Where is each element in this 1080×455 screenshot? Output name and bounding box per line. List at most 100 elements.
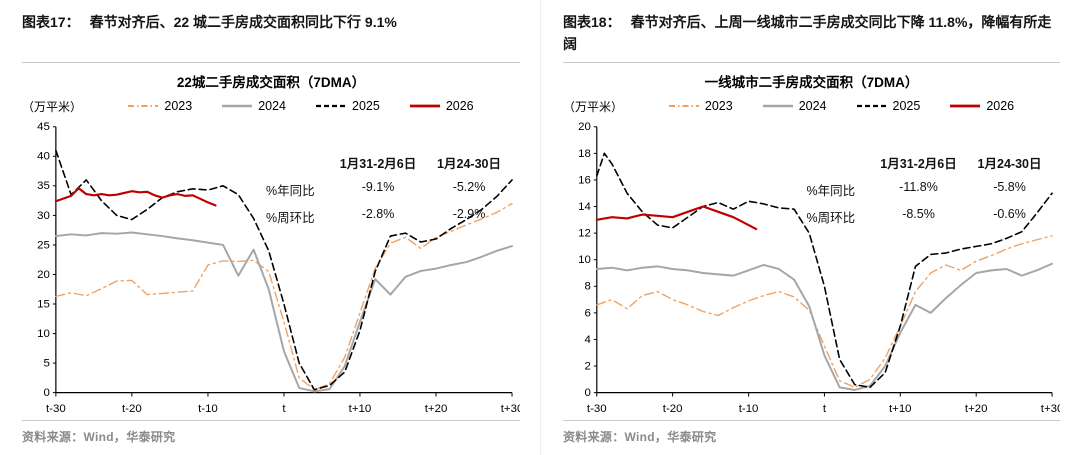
x-axis-tick-label: t+10 xyxy=(889,403,912,415)
figure-18-caption-text: 春节对齐后、上周一线城市二手房成交同比下降 11.8%，降幅有所走阔 xyxy=(563,14,1052,52)
chart-title: 一线城市二手房成交面积（7DMA） xyxy=(704,75,919,90)
chart-legend: 2023 2024 2025 2026 xyxy=(82,99,520,113)
annotation-date-col-2: 1月24-30日 xyxy=(437,157,501,172)
legend-line-sample xyxy=(409,104,440,108)
annotation-date-col-1: 1月31-2月6日 xyxy=(339,157,417,172)
figure-17-number: 图表17： xyxy=(22,14,80,30)
legend-item-2026: 2026 xyxy=(950,99,1014,113)
x-axis-tick-label: t-10 xyxy=(198,403,218,415)
legend-line-sample xyxy=(950,104,981,108)
legend-item-2026: 2026 xyxy=(409,99,474,113)
legend-item-2023: 2023 xyxy=(128,99,192,113)
source-divider xyxy=(563,420,1060,421)
source-note: 资料来源：Wind，华泰研究 xyxy=(563,430,717,444)
chart-plot-area: 0 5 10 15 20 25 30 35 40 45 t-30 t-20 t-10 t t+10 t+20 t… xyxy=(22,117,520,420)
y-axis-tick-label: 15 xyxy=(37,298,50,310)
legend-label: 2026 xyxy=(445,99,474,113)
legend-label: 2024 xyxy=(258,99,286,113)
legend-item-2025: 2025 xyxy=(856,99,921,113)
caption-divider xyxy=(22,62,520,63)
y-axis-tick-label: 4 xyxy=(584,334,590,346)
annotation-value: -8.5% xyxy=(902,207,935,222)
annotation-value: -5.2% xyxy=(452,180,486,195)
y-axis-tick-label: 16 xyxy=(578,174,591,186)
annotation-value: -5.8% xyxy=(993,180,1026,195)
annotation-spacer xyxy=(266,153,330,172)
figure-17-caption: 图表17： 春节对齐后、22 城二手房成交面积同比下行 9.1% xyxy=(22,12,520,60)
series-2024-line xyxy=(54,231,514,393)
y-axis-tick-label: 6 xyxy=(584,307,590,319)
legend-item-2024: 2024 xyxy=(762,99,827,113)
caption-divider xyxy=(563,62,1060,63)
legend-line-sample xyxy=(762,104,793,108)
annotation-value: -9.1% xyxy=(361,180,395,195)
x-axis-tick-label: t+30 xyxy=(501,403,520,415)
series-2023-line xyxy=(55,202,513,391)
annotation-row-label: %年同比 xyxy=(806,184,856,199)
source-divider xyxy=(22,420,520,421)
legend-line-sample xyxy=(128,105,159,107)
series-2026-line xyxy=(595,205,758,231)
x-axis-tick-label: t-20 xyxy=(122,403,142,415)
x-axis-tick-label: t xyxy=(823,403,827,415)
series-2026-line xyxy=(54,187,217,207)
annotation-row-label: %周环比 xyxy=(806,211,856,226)
y-axis-tick-label: 0 xyxy=(584,387,590,399)
series-2025-line xyxy=(55,149,513,391)
annotation-value: -2.9% xyxy=(452,207,486,222)
legend-label: 2025 xyxy=(892,99,921,113)
y-axis-unit-label: （万平米） xyxy=(563,99,624,114)
chart-annotation: 1月31-2月6日 1月24-30日 %年同比 -9.1% -5.2% %周环比… xyxy=(266,153,512,226)
figure-17-panel: 图表17： 春节对齐后、22 城二手房成交面积同比下行 9.1% 22城二手房成交… xyxy=(22,12,520,455)
legend-item-2024: 2024 xyxy=(222,99,286,113)
legend-line-sample xyxy=(668,105,699,107)
y-axis-tick-label: 14 xyxy=(578,201,591,213)
y-axis-tick-label: 20 xyxy=(37,269,50,281)
annotation-value: -2.8% xyxy=(361,207,395,222)
y-axis-tick-label: 0 xyxy=(44,387,50,399)
x-axis-tick-label: t-10 xyxy=(739,403,759,415)
legend-label: 2026 xyxy=(986,99,1015,113)
series-2024-line xyxy=(595,262,1054,391)
legend-line-sample xyxy=(316,104,346,108)
y-axis-tick-label: 20 xyxy=(578,121,591,133)
annotation-date-col-2: 1月24-30日 xyxy=(977,157,1042,172)
y-axis-tick-label: 10 xyxy=(37,328,50,340)
x-axis-tick-label: t+20 xyxy=(965,403,988,415)
y-axis-tick-label: 12 xyxy=(578,228,591,240)
x-axis-tick-label: t-30 xyxy=(587,403,607,415)
y-axis-tick-label: 10 xyxy=(578,254,591,266)
annotation-date-col-1: 1月31-2月6日 xyxy=(880,157,957,172)
line-chart-canvas: 0 5 10 15 20 25 30 35 40 45 t-30 t-20 t-10 t t+10 t+20 t… xyxy=(22,117,520,420)
figure-footer: 资料来源：Wind，华泰研究 xyxy=(22,420,520,455)
y-axis-tick-label: 2 xyxy=(584,361,590,373)
x-axis-tick-label: t-20 xyxy=(663,403,683,415)
y-axis-tick-label: 45 xyxy=(37,121,50,133)
legend-label: 2023 xyxy=(704,99,733,113)
annotation-spacer xyxy=(807,153,871,172)
figure-18-number: 图表18： xyxy=(563,14,621,30)
series-2023-line xyxy=(596,235,1053,389)
legend-label: 2023 xyxy=(164,99,193,113)
annotation-value: -11.8% xyxy=(899,180,938,195)
annotation-row-label: %周环比 xyxy=(266,211,315,226)
legend-line-sample xyxy=(222,104,253,108)
legend-label: 2025 xyxy=(352,99,380,113)
y-axis-tick-label: 25 xyxy=(37,239,50,251)
figure-18-panel: 图表18： 春节对齐后、上周一线城市二手房成交同比下降 11.8%，降幅有所走阔 … xyxy=(540,0,1080,455)
x-axis-tick-label: t+20 xyxy=(425,403,448,415)
annotation-row-label: %年同比 xyxy=(266,184,315,199)
series-2025-line xyxy=(596,152,1053,389)
y-axis-tick-label: 5 xyxy=(44,358,50,370)
y-axis-tick-label: 8 xyxy=(584,281,590,293)
legend-line-sample xyxy=(856,104,887,108)
legend-label: 2024 xyxy=(798,99,827,113)
y-axis-tick-label: 18 xyxy=(578,148,591,160)
line-chart-canvas: 0 2 4 6 8 10 12 14 16 18 20 t-30 t-20 t-10 t t+10 t+20 t+… xyxy=(563,117,1060,420)
source-note: 资料来源：Wind，华泰研究 xyxy=(22,430,176,444)
chart-legend: 2023 2024 2025 2026 xyxy=(623,99,1060,113)
legend-item-2025: 2025 xyxy=(316,99,380,113)
chart-plot-area: 0 2 4 6 8 10 12 14 16 18 20 t-30 t-20 t-10 t t+10 t+20 t+… xyxy=(563,117,1060,420)
figure-footer: 资料来源：Wind，华泰研究 xyxy=(563,420,1060,455)
